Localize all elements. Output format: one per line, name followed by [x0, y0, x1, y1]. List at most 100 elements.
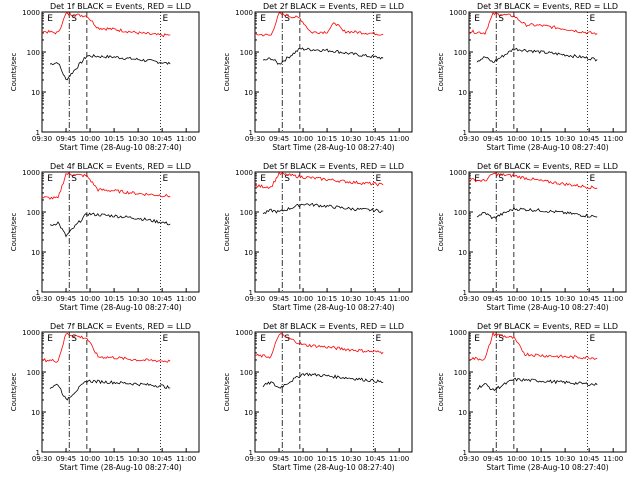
x-tick-label: 09:45 — [483, 135, 503, 143]
lld-series-line — [254, 12, 384, 37]
x-tick-label: 09:45 — [269, 295, 289, 303]
plot-frame — [468, 171, 627, 293]
marker-letter: S — [498, 174, 504, 184]
x-tick-label: 09:30 — [32, 135, 52, 143]
marker-letter: E — [163, 174, 169, 184]
lld-series-line — [41, 332, 171, 363]
y-tick-label: 1 — [249, 449, 253, 457]
x-tick-label: 11:00 — [603, 295, 623, 303]
plot-frame — [41, 331, 200, 453]
y-tick-label: 100 — [454, 369, 467, 377]
x-tick-label: 10:30 — [341, 135, 361, 143]
y-axis-label: Counts/sec — [223, 373, 231, 412]
marker-letter: S — [284, 14, 290, 24]
x-axis-label: Start Time (28-Aug-10 08:27:40) — [272, 303, 394, 312]
x-tick-label: 10:00 — [507, 455, 527, 463]
x-tick-label: 10:00 — [80, 455, 100, 463]
marker-letter: E — [47, 334, 53, 344]
y-tick-label: 1000 — [22, 329, 40, 337]
x-axis-label: Start Time (28-Aug-10 08:27:40) — [59, 303, 181, 312]
x-tick-label: 10:45 — [579, 135, 599, 143]
y-axis-label: Counts/sec — [437, 213, 445, 252]
x-tick-label: 09:45 — [269, 135, 289, 143]
y-tick-label: 1 — [36, 449, 40, 457]
plot-frame — [254, 171, 413, 293]
marker-letter: E — [590, 14, 596, 24]
x-tick-label: 11:00 — [176, 135, 196, 143]
y-tick-label: 1 — [463, 289, 467, 297]
marker-letter: E — [260, 334, 266, 344]
marker-letter: S — [498, 14, 504, 24]
plot-frame — [468, 11, 627, 133]
x-tick-label: 10:15 — [317, 455, 337, 463]
y-tick-label: 1 — [463, 449, 467, 457]
x-tick-label: 10:15 — [104, 295, 124, 303]
x-tick-label: 10:30 — [128, 295, 148, 303]
x-tick-label: 10:45 — [365, 135, 385, 143]
panel-title: Det 8f BLACK = Events, RED = LLD — [263, 322, 404, 331]
x-tick-label: 10:45 — [365, 455, 385, 463]
marker-letter: E — [47, 174, 53, 184]
y-tick-label: 10 — [458, 89, 467, 97]
marker-letter: S — [71, 334, 77, 344]
x-tick-label: 09:45 — [483, 295, 503, 303]
events-series-line — [262, 202, 384, 215]
lld-series-line — [41, 172, 171, 200]
y-tick-label: 1000 — [22, 9, 40, 17]
x-tick-label: 10:15 — [531, 455, 551, 463]
x-tick-label: 10:30 — [555, 135, 575, 143]
x-tick-label: 09:45 — [56, 135, 76, 143]
y-tick-label: 100 — [240, 49, 253, 57]
panel-title: Det 1f BLACK = Events, RED = LLD — [50, 2, 191, 11]
x-tick-label: 11:00 — [389, 135, 409, 143]
events-series-line — [262, 47, 384, 65]
y-axis-label: Counts/sec — [10, 373, 18, 412]
panel-det-7: Det 7f BLACK = Events, RED = LLD 1 10 100 10… — [10, 322, 200, 472]
x-tick-label: 10:30 — [128, 135, 148, 143]
y-tick-label: 1000 — [235, 9, 253, 17]
plot-frame — [41, 171, 200, 293]
x-tick-label: 10:30 — [555, 295, 575, 303]
events-series-line — [49, 379, 171, 401]
y-tick-label: 100 — [27, 209, 40, 217]
x-axis-label: Start Time (28-Aug-10 08:27:40) — [486, 303, 608, 312]
marker-letter: S — [71, 174, 77, 184]
x-tick-label: 10:45 — [152, 295, 172, 303]
y-axis-label: Counts/sec — [223, 213, 231, 252]
y-tick-label: 1000 — [449, 169, 467, 177]
x-tick-label: 09:30 — [459, 455, 479, 463]
x-tick-label: 11:00 — [389, 295, 409, 303]
lld-series-line — [254, 333, 384, 359]
y-tick-label: 10 — [458, 249, 467, 257]
panel-title: Det 6f BLACK = Events, RED = LLD — [477, 162, 618, 171]
marker-letter: E — [376, 334, 382, 344]
y-tick-label: 100 — [27, 49, 40, 57]
marker-letter: E — [376, 174, 382, 184]
x-tick-label: 10:45 — [365, 295, 385, 303]
y-tick-label: 100 — [454, 209, 467, 217]
panel-title: Det 5f BLACK = Events, RED = LLD — [263, 162, 404, 171]
x-tick-label: 10:45 — [152, 455, 172, 463]
panel-det-8: Det 8f BLACK = Events, RED = LLD 1 10 100 10… — [223, 322, 413, 472]
panel-title: Det 9f BLACK = Events, RED = LLD — [477, 322, 618, 331]
plot-frame — [254, 331, 413, 453]
panel-det-3: Det 3f BLACK = Events, RED = LLD 1 10 100 10… — [437, 2, 627, 152]
x-axis-label: Start Time (28-Aug-10 08:27:40) — [486, 463, 608, 472]
events-series-line — [262, 372, 384, 389]
marker-letter: E — [260, 14, 266, 24]
lld-series-line — [41, 12, 171, 38]
marker-letter: E — [260, 174, 266, 184]
y-tick-label: 1000 — [235, 329, 253, 337]
x-axis-label: Start Time (28-Aug-10 08:27:40) — [59, 463, 181, 472]
x-tick-label: 09:30 — [32, 295, 52, 303]
x-tick-label: 10:00 — [80, 295, 100, 303]
marker-letter: E — [376, 14, 382, 24]
x-axis-label: Start Time (28-Aug-10 08:27:40) — [486, 143, 608, 152]
x-tick-label: 09:30 — [32, 455, 52, 463]
panel-title: Det 4f BLACK = Events, RED = LLD — [50, 162, 191, 171]
x-tick-label: 10:15 — [104, 455, 124, 463]
events-series-line — [476, 47, 598, 63]
x-tick-label: 09:30 — [245, 295, 265, 303]
y-tick-label: 1000 — [22, 169, 40, 177]
